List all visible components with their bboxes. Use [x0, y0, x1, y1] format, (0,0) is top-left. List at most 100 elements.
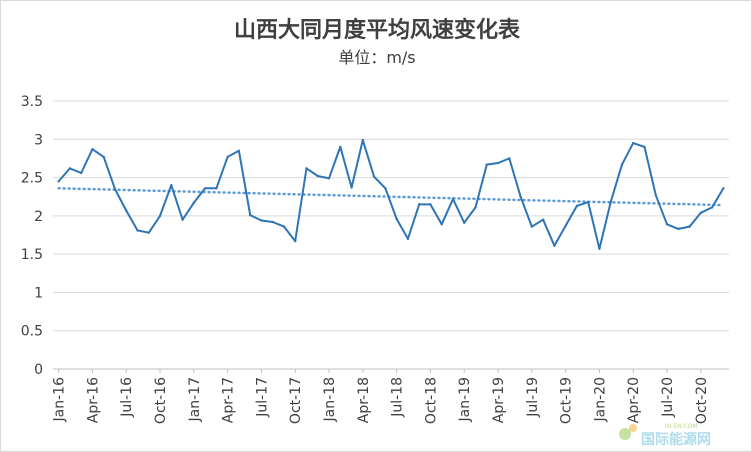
watermark-brand: 国际能源网: [641, 431, 711, 448]
data-point: [496, 161, 500, 165]
data-point: [429, 203, 432, 206]
x-axis-ticks: Jan-16 Apr-16 Jul-16 Oct-16 Jan-17 Apr-17 Jul-…: [52, 369, 710, 424]
x-tick-label: Oct-20: [694, 377, 710, 424]
y-tick-label: 0.5: [21, 324, 43, 340]
data-point: [57, 180, 60, 183]
data-point: [440, 223, 443, 226]
wind-speed-line: [57, 139, 725, 250]
chart-title: 山西大同月度平均风速变化表: [234, 17, 521, 43]
data-point: [395, 217, 398, 221]
x-tick-label: Jul-19: [525, 377, 541, 418]
x-tick-label: Apr-18: [356, 377, 372, 423]
data-point: [530, 225, 534, 228]
data-point: [136, 229, 139, 232]
data-point: [192, 201, 196, 205]
data-point: [632, 141, 635, 145]
data-point: [79, 171, 83, 175]
y-tick-label: 3: [34, 132, 43, 148]
data-point: [248, 213, 252, 217]
y-tick-label: 2.5: [21, 171, 43, 187]
data-point: [237, 149, 241, 152]
data-point: [384, 187, 387, 190]
x-tick-label: Jan-16: [52, 377, 68, 423]
watermark-site: IN-EN.COM: [665, 423, 698, 430]
y-tick-label: 3.5: [21, 94, 43, 110]
data-point: [260, 219, 263, 222]
x-tick-label: Apr-20: [626, 377, 642, 423]
data-point: [102, 155, 105, 159]
chart-subtitle: 单位：m/s: [338, 48, 415, 67]
data-point: [508, 157, 511, 160]
data-point: [620, 163, 624, 166]
x-tick-label: Oct-16: [153, 377, 169, 424]
x-tick-label: Jul-16: [119, 377, 135, 418]
x-tick-label: Jan-19: [457, 377, 473, 422]
x-tick-label: Oct-17: [288, 377, 304, 424]
data-point: [361, 138, 365, 142]
data-point: [215, 187, 218, 190]
x-tick-label: Jan-20: [592, 377, 608, 422]
grid-lines: [53, 100, 729, 370]
data-point: [665, 223, 669, 226]
data-point: [553, 244, 556, 247]
data-point: [643, 145, 646, 149]
x-tick-label: Apr-19: [491, 377, 507, 423]
data-point: [316, 174, 319, 178]
data-point: [68, 167, 72, 170]
data-point: [271, 220, 274, 224]
data-point: [688, 225, 691, 228]
data-point: [339, 145, 342, 149]
data-point: [519, 195, 522, 198]
data-point: [575, 204, 579, 208]
data-point: [406, 237, 410, 241]
data-point: [699, 211, 703, 214]
watermark: IN-EN.COM 国际能源网: [619, 423, 711, 448]
data-point: [113, 187, 117, 191]
x-tick-label: Oct-19: [559, 377, 575, 424]
x-tick-label: Apr-16: [85, 377, 101, 423]
y-axis-ticks: 0 0.5 1 1.5 2 2.5 3 3.5: [21, 94, 43, 378]
x-tick-label: Jul-18: [390, 377, 406, 418]
data-point: [294, 239, 297, 243]
y-tick-label: 1.5: [21, 247, 43, 263]
data-point: [654, 193, 657, 197]
x-tick-label: Jan-17: [187, 377, 203, 422]
data-point: [158, 214, 162, 218]
y-tick-label: 2: [34, 209, 43, 225]
data-point: [417, 203, 421, 206]
data-point: [564, 224, 567, 228]
data-point: [170, 184, 173, 187]
data-point: [305, 167, 308, 170]
data-point: [181, 218, 184, 221]
x-tick-label: Jan-18: [322, 377, 338, 422]
data-point: [598, 247, 601, 250]
data-point: [463, 221, 466, 224]
x-tick-label: Jul-20: [660, 377, 676, 418]
x-tick-label: Apr-17: [221, 377, 237, 423]
y-tick-label: 0: [34, 362, 43, 378]
data-point: [125, 209, 128, 212]
data-point: [609, 200, 612, 204]
data-point: [451, 197, 455, 201]
x-tick-label: Jul-17: [254, 377, 270, 418]
data-point: [710, 206, 714, 209]
data-point: [350, 186, 353, 189]
data-point: [677, 227, 680, 231]
data-point: [203, 187, 207, 190]
data-point: [226, 155, 229, 159]
data-point: [541, 218, 545, 221]
data-point: [586, 200, 590, 204]
series-layer: [57, 138, 725, 250]
x-tick-label: Oct-18: [423, 377, 439, 424]
data-point: [282, 225, 286, 228]
data-point: [485, 163, 488, 166]
data-point: [147, 231, 150, 234]
leaf-logo-icon: [619, 424, 637, 440]
data-point: [722, 187, 725, 190]
data-point: [474, 206, 477, 209]
data-point: [327, 177, 331, 180]
data-point: [91, 148, 94, 151]
y-tick-label: 1: [34, 285, 43, 301]
